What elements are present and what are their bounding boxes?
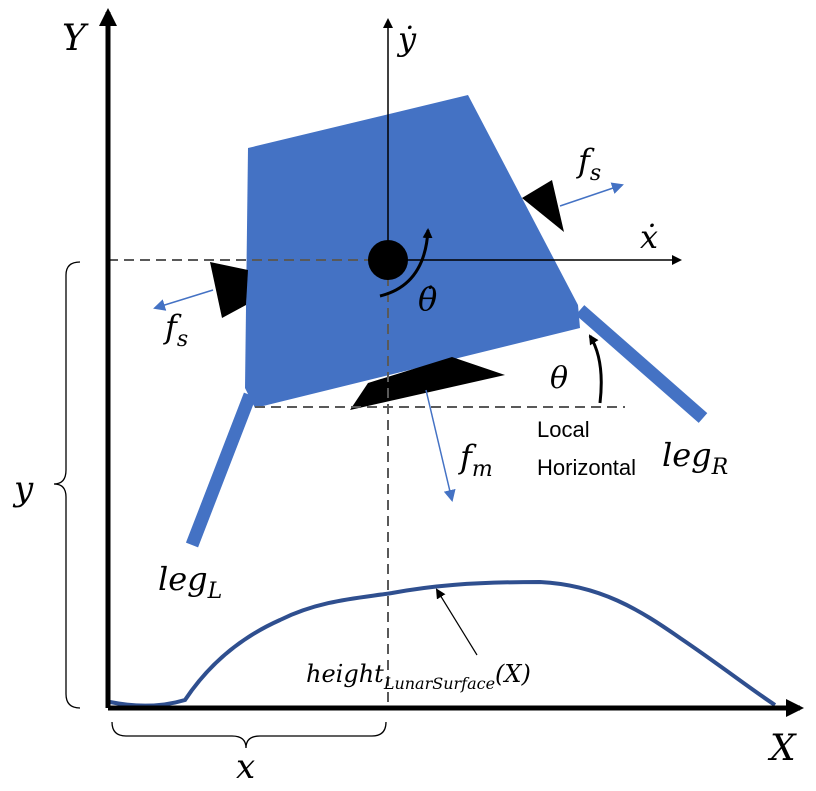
local-horizontal-line2: Horizontal — [537, 455, 636, 480]
x-variable-label: x — [236, 747, 255, 786]
fs-left-label: fs — [163, 308, 188, 352]
height-label: heightLunarSurface(X) — [306, 660, 531, 693]
theta-label: θ — [550, 361, 568, 396]
world-x-label: X — [767, 728, 797, 769]
local-horizontal-line1: Local — [537, 417, 590, 442]
thruster-right — [522, 180, 564, 232]
thruster-left — [210, 262, 248, 318]
world-y-label: Y — [62, 18, 89, 59]
lunar-surface-curve — [109, 579, 777, 708]
leg-left — [185, 392, 257, 548]
fs-right-label: fs — [576, 142, 601, 186]
fs-left-arrow — [153, 289, 214, 311]
body-y-label: ẏ — [396, 20, 417, 58]
center-of-mass — [368, 240, 408, 280]
lander-body — [245, 95, 580, 408]
theta-arc — [588, 334, 603, 404]
theta-dot-arc — [379, 228, 433, 298]
height-pointer-arrow — [435, 588, 478, 656]
theta-dot-label: θ̇ — [418, 280, 437, 318]
leg-left-label: legL — [158, 560, 222, 604]
leg-right-label: legR — [662, 436, 728, 480]
fs-right-arrow — [559, 182, 624, 207]
fm-label: fm — [458, 438, 493, 482]
y-variable-label: y — [12, 469, 34, 509]
body-x-label: ẋ — [640, 218, 658, 256]
leg-right — [575, 305, 708, 423]
x-brace — [111, 721, 387, 749]
y-brace — [53, 261, 81, 709]
fm-arrow — [425, 389, 456, 502]
